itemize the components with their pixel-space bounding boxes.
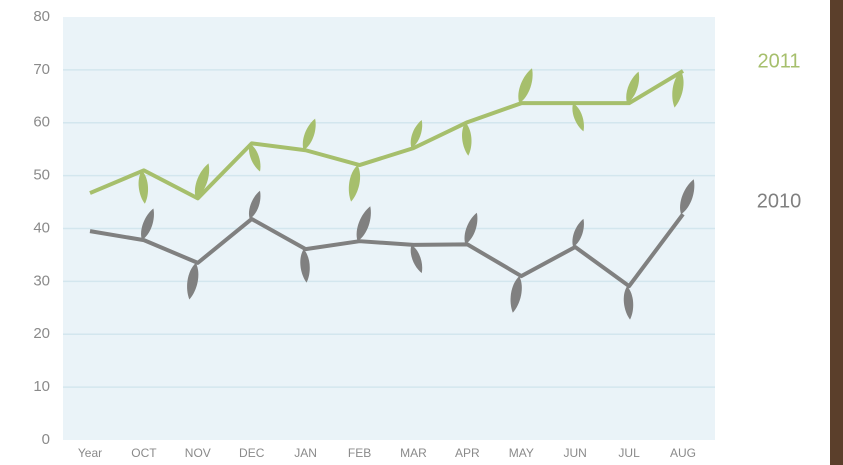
y-tick-label: 10	[33, 378, 50, 395]
x-tick-label: APR	[455, 446, 480, 460]
y-tick-label: 70	[33, 61, 50, 78]
legend-label: 2011	[757, 50, 800, 72]
x-tick-label: JUN	[564, 446, 587, 460]
x-tick-label: MAY	[509, 446, 534, 460]
x-tick-label: DEC	[239, 446, 265, 460]
x-tick-label: JUL	[618, 446, 640, 460]
y-tick-label: 0	[42, 431, 50, 448]
legend-label: 2010	[757, 190, 802, 212]
x-tick-label: OCT	[131, 446, 157, 460]
y-tick-label: 60	[33, 114, 50, 131]
x-tick-label: Year	[78, 446, 102, 460]
y-tick-label: 40	[33, 219, 50, 236]
y-tick-label: 20	[33, 325, 50, 342]
x-tick-label: AUG	[670, 446, 696, 460]
x-tick-label: MAR	[400, 446, 427, 460]
wood-edge	[830, 0, 843, 465]
chart: 0 10 20 30 40 50 60 70 80 Year OCT NOV DEC JAN FEB MAR A…	[0, 0, 843, 465]
y-tick-label: 80	[33, 8, 50, 25]
y-tick-label: 50	[33, 167, 50, 184]
y-tick-label: 30	[33, 272, 50, 289]
x-tick-label: FEB	[348, 446, 371, 460]
x-tick-label: NOV	[185, 446, 211, 460]
x-tick-label: JAN	[294, 446, 317, 460]
